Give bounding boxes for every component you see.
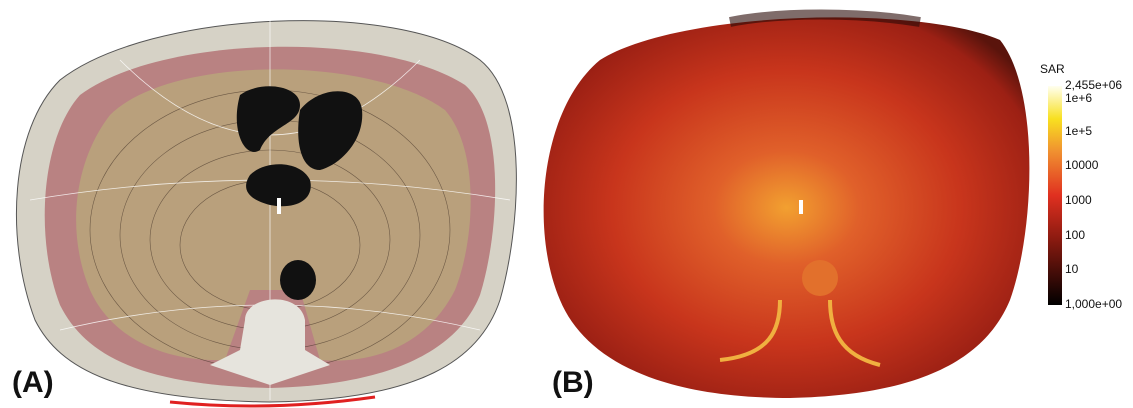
colorbar-label: 1e+6 [1065, 91, 1092, 105]
colorbar-label: 1e+5 [1065, 124, 1092, 138]
figure: (A) (B) SAR 2,455e+061e+6 1e+5 10000 1000 10… [0, 0, 1133, 408]
panel-a: (A) [12, 20, 516, 406]
colorbar-gradient [1048, 86, 1062, 305]
colorbar-label: 10 [1065, 262, 1079, 276]
sar-map [544, 17, 1030, 398]
colorbar-label: 100 [1065, 228, 1085, 242]
probe [799, 200, 803, 214]
colorbar-label: 2,455e+06 [1065, 78, 1122, 92]
aorta [280, 260, 316, 300]
colorbar-title: SAR [1040, 62, 1065, 76]
panel-label: (A) [12, 366, 54, 399]
aorta-region [802, 260, 838, 296]
colorbar-label: 1000 [1065, 193, 1092, 207]
colorbar-label: 10000 [1065, 158, 1099, 172]
panel-b: (B) [544, 15, 1030, 400]
colorbar-label: 1,000e+00 [1065, 297, 1122, 311]
panel-label: (B) [552, 366, 594, 399]
probe [277, 198, 281, 214]
